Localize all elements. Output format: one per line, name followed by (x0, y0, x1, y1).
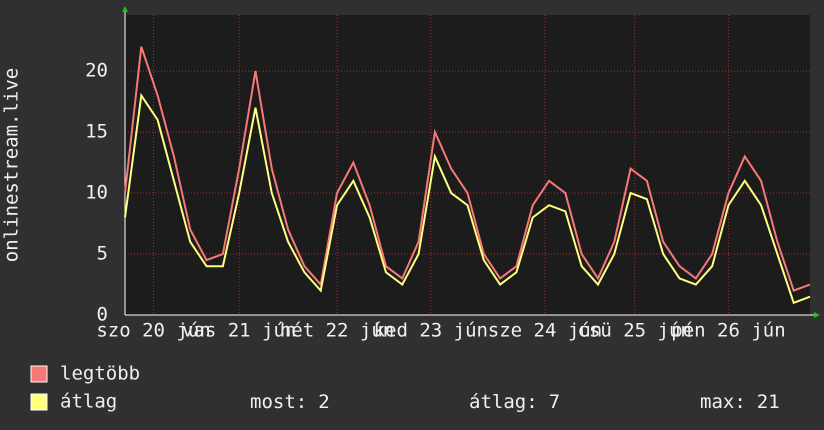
stat: most: 2 (250, 391, 330, 413)
plot-area (125, 15, 810, 315)
stat-value: 7 (549, 391, 560, 413)
y-tick-label: 0 (97, 304, 108, 326)
y-tick-label: 20 (85, 60, 108, 82)
stat-value: 2 (318, 391, 329, 413)
y-tick-label: 5 (97, 243, 108, 265)
series-line (124, 46, 811, 292)
x-tick-label: vas 21 jún (182, 320, 296, 342)
series-line (124, 92, 811, 305)
stat: max: 21 (700, 391, 780, 413)
stat-label: most: (250, 391, 307, 413)
x-tick-label: sze 24 jún (488, 320, 602, 342)
legend-swatch (30, 365, 48, 383)
x-tick-label: pén 26 jún (671, 320, 785, 342)
x-tick-label: ked 23 jún (374, 320, 488, 342)
x-tick-label: szo 20 jún (96, 320, 210, 342)
y-tick-label: 15 (85, 121, 108, 143)
stat: átlag: 7 (469, 391, 560, 413)
y-tick-label: 10 (85, 182, 108, 204)
axis-arrow (122, 6, 128, 12)
x-tick-label: csü 25 jún (577, 320, 691, 342)
stat-value: 21 (757, 391, 780, 413)
x-tick-label: hét 22 jún (280, 320, 394, 342)
stat-label: átlag: (469, 391, 538, 413)
legend-label: legtöbb (60, 363, 140, 385)
stat-label: max: (700, 391, 746, 413)
axis-arrow (814, 312, 820, 318)
legend-swatch (30, 393, 48, 411)
y-axis-label: onlinestream.live (1, 68, 23, 262)
legend-label: átlag (60, 391, 117, 413)
